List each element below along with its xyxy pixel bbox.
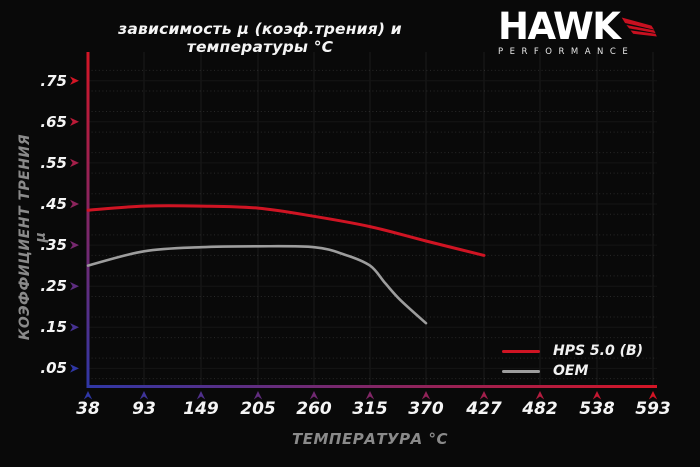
y-tick-label: .35 (40, 236, 67, 255)
hawk-wing-icon (622, 17, 658, 37)
legend: HPS 5.0 (B) OEM (502, 341, 643, 381)
y-tick-label: .05 (40, 359, 67, 378)
y-tick-label: .45 (40, 195, 67, 213)
y-tick-label: .15 (40, 318, 67, 337)
x-tick-label: 370 (408, 399, 444, 419)
x-tick-label: 38 (76, 399, 100, 419)
legend-swatch-hps (502, 349, 540, 353)
hawk-performance-label: PERFORMANCE (498, 47, 635, 57)
x-tick-label: 538 (579, 399, 615, 419)
x-tick-label: 427 (466, 399, 502, 419)
hawk-logo: HAWK PERFORMANCE (498, 5, 658, 57)
x-axis-line (86, 385, 657, 388)
curve-hps (86, 204, 486, 257)
x-tick-label: 260 (296, 399, 332, 419)
legend-label-hps: HPS 5.0 (B) (553, 343, 644, 359)
x-tick-label: 149 (183, 399, 219, 419)
y-tick-label: .65 (40, 112, 67, 131)
data-curves (86, 204, 486, 325)
curve-oem (86, 244, 428, 325)
x-tick-label: 482 (522, 399, 558, 419)
y-tick-label: .25 (40, 277, 67, 296)
legend-label-oem: OEM (553, 363, 589, 379)
legend-swatch-oem (502, 369, 540, 373)
legend-item-hps: HPS 5.0 (B) (502, 341, 643, 361)
y-tick-label: .55 (40, 153, 67, 172)
x-tick-label: 93 (132, 399, 156, 419)
x-tick-label: 593 (635, 399, 671, 419)
y-tick-arrows (70, 76, 79, 373)
gridlines (88, 52, 657, 385)
x-tick-label: 315 (352, 399, 388, 419)
y-tick-label: .75 (40, 71, 67, 90)
legend-item-oem: OEM (502, 361, 643, 381)
x-tick-arrows (83, 391, 658, 400)
hawk-logo-text: HAWK (498, 5, 621, 48)
x-axis-label: ТЕМПЕРАТУРА °C (292, 430, 448, 448)
chart-title: зависимость µ (коэф.трения) и температур… (118, 20, 402, 56)
y-axis-line (86, 52, 90, 388)
x-tick-label: 205 (240, 399, 276, 419)
